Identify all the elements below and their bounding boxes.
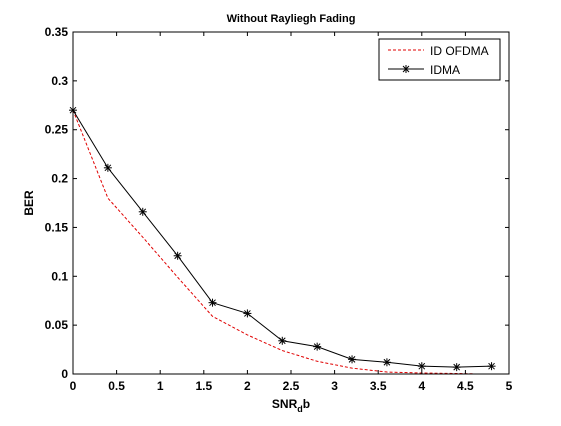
x-axis-label: SNRdb	[272, 397, 310, 414]
y-tick-label: 0.05	[45, 318, 69, 332]
y-tick-label: 0.1	[51, 269, 68, 283]
y-tick-label: 0	[61, 367, 68, 381]
legend-box	[378, 38, 501, 81]
legend: ID OFDMA IDMA	[378, 38, 501, 81]
y-tick-label: 0.15	[45, 220, 69, 234]
data-point-idma	[243, 309, 252, 318]
x-tick-label: 4	[418, 379, 425, 393]
y-tick-label: 0.25	[45, 123, 69, 137]
y-tick-label: 0.2	[51, 172, 68, 186]
data-point-idma	[138, 207, 147, 216]
y-tick-label: 0.3	[51, 74, 68, 88]
x-tick-label: 1	[157, 379, 164, 393]
chart-title: Without Rayliegh Fading	[227, 13, 356, 25]
x-tick-label: 2.5	[283, 379, 300, 393]
legend-label-id-ofdma: ID OFDMA	[430, 44, 489, 58]
x-tick-label: 0.5	[108, 379, 125, 393]
data-point-idma	[382, 358, 391, 367]
x-tick-label: 1.5	[195, 379, 212, 393]
data-point-idma	[278, 336, 287, 345]
data-point-idma	[173, 251, 182, 260]
y-axis-label: BER	[22, 190, 36, 216]
x-tick-label: 4.5	[457, 379, 474, 393]
plot-area	[73, 32, 509, 374]
x-tick-label: 3	[331, 379, 338, 393]
x-tick-label: 3.5	[370, 379, 387, 393]
x-tick-label: 5	[506, 379, 513, 393]
data-point-idma	[208, 298, 217, 307]
y-tick-label: 0.35	[45, 25, 69, 39]
data-point-idma	[452, 363, 461, 372]
data-point-idma	[313, 342, 322, 351]
x-tick-label: 0	[70, 379, 77, 393]
x-tick-label: 2	[244, 379, 251, 393]
data-point-idma	[417, 362, 426, 371]
data-point-idma	[487, 362, 496, 371]
data-point-idma	[103, 163, 112, 172]
legend-label-idma: IDMA	[430, 63, 460, 77]
legend-marker-idma	[402, 65, 410, 73]
data-point-idma	[348, 355, 357, 364]
